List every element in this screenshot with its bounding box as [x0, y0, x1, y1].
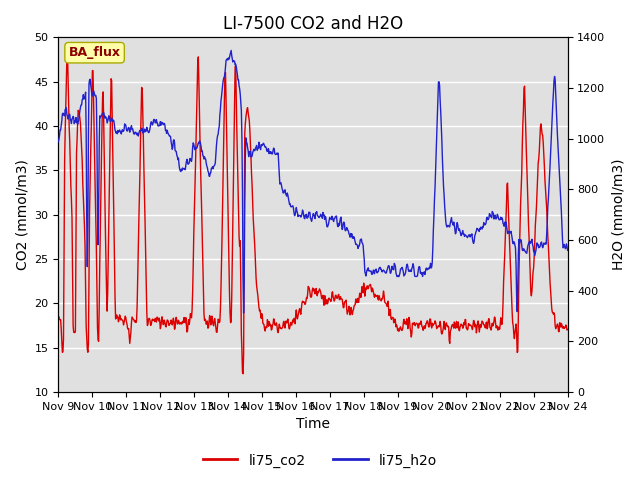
- Y-axis label: H2O (mmol/m3): H2O (mmol/m3): [611, 159, 625, 270]
- Text: BA_flux: BA_flux: [68, 46, 120, 59]
- Title: LI-7500 CO2 and H2O: LI-7500 CO2 and H2O: [223, 15, 403, 33]
- Y-axis label: CO2 (mmol/m3): CO2 (mmol/m3): [15, 159, 29, 270]
- Legend: li75_co2, li75_h2o: li75_co2, li75_h2o: [197, 448, 443, 473]
- X-axis label: Time: Time: [296, 418, 330, 432]
